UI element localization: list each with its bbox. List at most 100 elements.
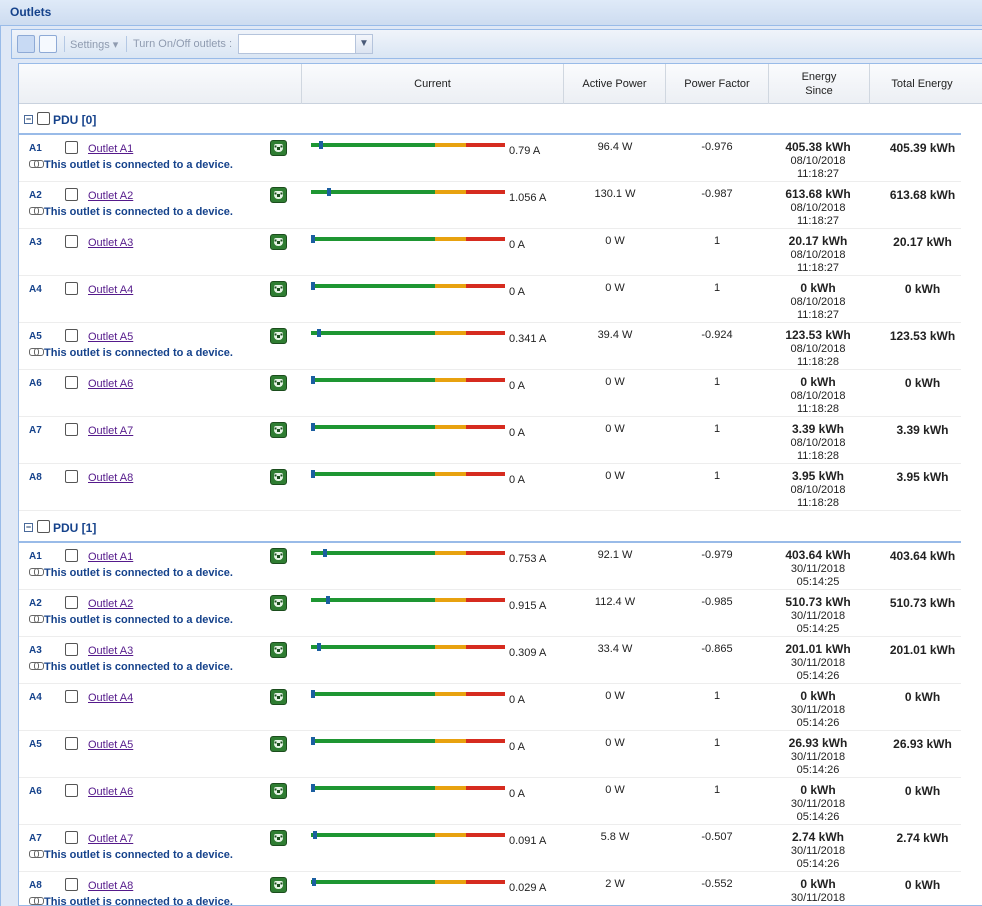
outlet-checkbox[interactable] bbox=[65, 878, 78, 891]
outlet-row[interactable]: A7 Outlet A7 This outlet is connected to a… bbox=[19, 825, 961, 872]
power-socket-icon[interactable] bbox=[270, 595, 287, 611]
outlet-name-link[interactable]: Outlet A6 bbox=[88, 378, 134, 390]
current-bar-warning bbox=[435, 284, 466, 288]
outlet-row[interactable]: A8 Outlet A8 This outlet is connected to a… bbox=[19, 872, 961, 905]
outlet-name-link[interactable]: Outlet A3 bbox=[88, 237, 134, 249]
power-socket-icon[interactable] bbox=[270, 689, 287, 705]
column-header-active-power[interactable]: Active Power bbox=[563, 64, 665, 104]
outlet-checkbox[interactable] bbox=[65, 737, 78, 750]
outlet-id: A6 bbox=[29, 786, 42, 797]
connected-text: This outlet is connected to a device. bbox=[44, 661, 233, 673]
power-socket-icon[interactable] bbox=[270, 783, 287, 799]
column-header-energy-since[interactable]: Energy Since bbox=[768, 64, 869, 104]
outlet-name-link[interactable]: Outlet A6 bbox=[88, 786, 134, 798]
current-bar-critical bbox=[466, 378, 505, 382]
power-socket-icon[interactable] bbox=[270, 328, 287, 344]
energy-since-date: 30/11/2018 bbox=[790, 845, 846, 857]
outlet-row[interactable]: A5 Outlet A5 This outlet is connected to a… bbox=[19, 323, 961, 370]
outlet-id: A8 bbox=[29, 472, 42, 483]
energy-since-time: 11:18:27 bbox=[796, 168, 839, 180]
connected-notice: This outlet is connected to a device. bbox=[29, 849, 233, 861]
energy-since-time: 05:14:25 bbox=[796, 576, 840, 588]
group-checkbox[interactable] bbox=[37, 520, 50, 533]
settings-menu[interactable]: Settings ▾ bbox=[70, 39, 119, 51]
outlet-row[interactable]: A3 Outlet A3 This outlet is connected to a… bbox=[19, 637, 961, 684]
column-header-total-energy[interactable]: Total Energy bbox=[869, 64, 974, 104]
energy-since-cell: 0 kWh 30/11/2018 05:14:26 bbox=[768, 784, 868, 824]
power-socket-icon[interactable] bbox=[270, 187, 287, 203]
outlet-name-link[interactable]: Outlet A7 bbox=[88, 833, 134, 845]
total-energy-value: 3.39 kWh bbox=[896, 423, 949, 437]
outlet-checkbox[interactable] bbox=[65, 141, 78, 154]
power-socket-icon[interactable] bbox=[270, 642, 287, 658]
outlet-checkbox[interactable] bbox=[65, 690, 78, 703]
outlet-name-link[interactable]: Outlet A5 bbox=[88, 739, 134, 751]
total-energy-value: 0 kWh bbox=[904, 282, 941, 296]
connected-text: This outlet is connected to a device. bbox=[44, 347, 233, 359]
outlet-name-link[interactable]: Outlet A2 bbox=[88, 190, 134, 202]
onoff-select[interactable]: ▼ bbox=[238, 34, 373, 54]
outlet-name-link[interactable]: Outlet A2 bbox=[88, 598, 134, 610]
outlet-checkbox[interactable] bbox=[65, 831, 78, 844]
outlet-name-link[interactable]: Outlet A5 bbox=[88, 331, 134, 343]
power-socket-icon[interactable] bbox=[270, 422, 287, 438]
outlet-name-link[interactable]: Outlet A8 bbox=[88, 880, 134, 892]
pdu-group-header[interactable]: − PDU [1] bbox=[19, 513, 961, 543]
current-bar bbox=[311, 784, 505, 792]
outlet-row[interactable]: A2 Outlet A2 This outlet is connected to a… bbox=[19, 182, 961, 229]
grouped-view-icon[interactable] bbox=[17, 35, 35, 53]
power-socket-icon[interactable] bbox=[270, 830, 287, 846]
power-socket-icon[interactable] bbox=[270, 140, 287, 156]
list-view-icon[interactable] bbox=[39, 35, 57, 53]
outlet-checkbox[interactable] bbox=[65, 282, 78, 295]
power-socket-icon[interactable] bbox=[270, 469, 287, 485]
outlet-checkbox[interactable] bbox=[65, 596, 78, 609]
outlet-row[interactable]: A2 Outlet A2 This outlet is connected to a… bbox=[19, 590, 961, 637]
current-bar-normal bbox=[311, 598, 435, 602]
outlet-checkbox[interactable] bbox=[65, 329, 78, 342]
collapse-icon[interactable]: − bbox=[24, 114, 33, 124]
outlet-checkbox[interactable] bbox=[65, 470, 78, 483]
column-header-current[interactable]: Current bbox=[301, 64, 563, 104]
outlet-checkbox[interactable] bbox=[65, 376, 78, 389]
chevron-down-icon[interactable]: ▼ bbox=[355, 35, 372, 53]
current-bar-marker bbox=[327, 188, 331, 196]
outlet-name-link[interactable]: Outlet A3 bbox=[88, 645, 134, 657]
outlet-name-link[interactable]: Outlet A1 bbox=[88, 143, 134, 155]
power-socket-icon[interactable] bbox=[270, 877, 287, 893]
outlet-checkbox[interactable] bbox=[65, 643, 78, 656]
outlet-name-link[interactable]: Outlet A1 bbox=[88, 551, 134, 563]
outlet-name-link[interactable]: Outlet A4 bbox=[88, 284, 134, 296]
power-socket-icon[interactable] bbox=[270, 736, 287, 752]
group-checkbox[interactable] bbox=[37, 112, 50, 125]
outlet-row[interactable]: A1 Outlet A1 This outlet is connected to a… bbox=[19, 543, 961, 590]
outlet-name-link[interactable]: Outlet A8 bbox=[88, 472, 134, 484]
column-header-power-factor[interactable]: Power Factor bbox=[665, 64, 768, 104]
outlet-checkbox[interactable] bbox=[65, 235, 78, 248]
collapse-icon[interactable]: − bbox=[24, 522, 33, 532]
outlet-name-link[interactable]: Outlet A4 bbox=[88, 692, 134, 704]
outlet-checkbox[interactable] bbox=[65, 423, 78, 436]
power-socket-icon[interactable] bbox=[270, 281, 287, 297]
power-socket-icon[interactable] bbox=[270, 375, 287, 391]
power-socket-icon[interactable] bbox=[270, 548, 287, 564]
power-factor-value: -0.987 bbox=[701, 188, 733, 200]
outlet-checkbox[interactable] bbox=[65, 549, 78, 562]
column-header-outlet[interactable] bbox=[19, 64, 301, 104]
pdu-group-header[interactable]: − PDU [0] bbox=[19, 105, 961, 135]
outlet-checkbox[interactable] bbox=[65, 188, 78, 201]
outlet-checkbox[interactable] bbox=[65, 784, 78, 797]
outlet-row[interactable]: A1 Outlet A1 This outlet is connected to a… bbox=[19, 135, 961, 182]
power-socket-icon[interactable] bbox=[270, 234, 287, 250]
outlet-id: A4 bbox=[29, 284, 42, 295]
link-icon bbox=[29, 160, 44, 168]
outlet-name-link[interactable]: Outlet A7 bbox=[88, 425, 134, 437]
